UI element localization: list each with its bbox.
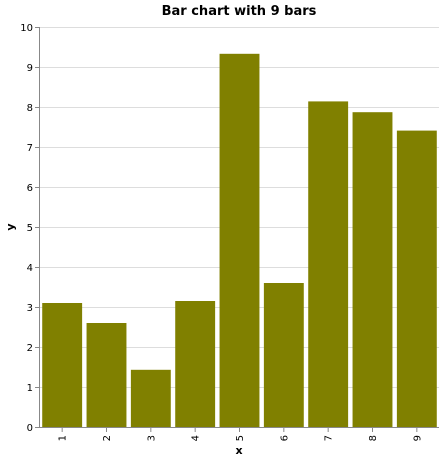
x-axis-ticks: 1 2 3 4 5 6 7 8 9 [58,427,423,441]
x-tick-label: 5 [235,435,246,441]
y-tick-label: 8 [27,103,33,114]
chart-title: Bar chart with 9 bars [162,4,317,19]
y-tick-label: 1 [27,383,33,394]
bar [130,369,171,427]
x-tick-label: 4 [191,435,202,441]
x-tick-label: 2 [102,435,113,441]
y-axis-title: y [4,223,17,230]
x-tick-label: 8 [368,435,379,441]
y-tick-label: 6 [27,183,33,194]
y-tick-label: 3 [27,303,33,314]
y-tick-label: 0 [27,423,33,434]
y-axis-ticks: 0 1 2 3 4 5 6 7 8 9 10 [20,23,40,434]
x-tick-label: 9 [412,435,423,441]
bar [219,53,260,428]
bar [263,283,304,427]
y-tick-label: 9 [27,63,33,74]
bars [42,53,437,428]
bar [396,130,437,427]
x-axis-title: x [235,444,242,457]
x-tick-label: 7 [324,435,335,441]
bar [352,112,393,427]
y-tick-label: 7 [27,143,33,154]
y-tick-label: 4 [27,263,33,274]
bar [42,303,83,427]
x-tick-label: 3 [146,435,157,441]
bar [308,101,349,428]
x-tick-label: 1 [58,435,69,441]
bar [175,301,216,427]
bar [86,323,127,427]
y-tick-label: 10 [20,23,33,34]
y-tick-label: 2 [27,343,33,354]
x-tick-label: 6 [279,435,290,441]
y-tick-label: 5 [27,223,33,234]
